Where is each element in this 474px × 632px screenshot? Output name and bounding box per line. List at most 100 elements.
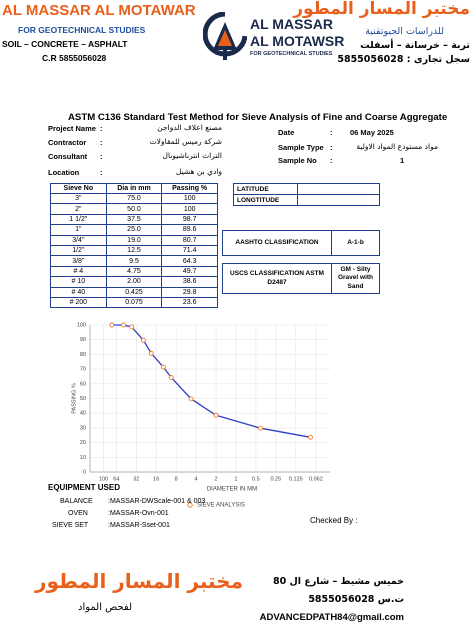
lab-subtitle-ar: للدراسات الجيوتقنية [365,26,444,37]
data-point [121,322,126,328]
info-value: مواد مستودع المواد الاولية [356,142,438,151]
lab-name: AL MASSAR AL MOTAWAR [2,2,196,19]
footer-title: مختبر المسار المطور [35,569,243,593]
info-value: 06 May 2025 [350,128,394,137]
table-cell: 100 [161,192,218,205]
logo-tagline: FOR GEOTECHNICAL STUDIES [250,51,333,57]
lab-subtitle: FOR GEOTECHNICAL STUDIES [18,25,146,35]
info-colon: : [100,138,103,147]
footer-email: ADVANCEDPATH84@gmail.com [259,612,404,623]
y-tick-label: 20 [80,440,86,446]
table-header-row: Sieve No Dia in mm Passing % [50,183,218,194]
table-row: # 10 2.00 38.6 [50,276,218,288]
x-tick-label: 0.25 [270,476,281,482]
equipment-value: :MASSAR-Sset-001 [108,522,170,529]
info-value: 1 [400,156,405,165]
table-cell: 3/8" [50,255,107,267]
x-tick-label: 100 [99,476,108,482]
table-row: 3" 75.0 100 [50,192,218,205]
x-tick-label: 0.062 [309,476,323,482]
info-value: مصنع اعلاف الدواجن [157,123,222,132]
info-colon: : [100,152,103,161]
data-point [148,350,154,356]
location-label: LATITUDE [233,183,298,195]
footer-address: خميس مشيط – شارع ال 80 [272,576,404,587]
x-tick-label: 16 [153,476,159,482]
equipment-label: OVEN [68,510,88,517]
table-cell: # 10 [50,276,107,288]
info-label: Project Name [48,124,96,133]
table-cell: 98.7 [161,213,218,226]
data-point [168,375,174,380]
info-label: Consultant [48,152,88,161]
location-label: LONGTITUDE [233,194,298,206]
x-tick-label: 4 [195,476,198,482]
info-colon: : [100,168,103,177]
column-header: Dia in mm [105,183,163,194]
chart: 0 10 20 30 40 50 60 70 80 90 100 100 64 32 16 8 4 2 1 0.5 0.… [71,322,330,509]
table-cell: 19.0 [105,234,163,246]
data-point [307,434,313,440]
y-tick-label: 10 [80,455,86,461]
table-cell: 23.6 [161,296,218,309]
info-value: وادي بن هشيل [175,167,222,176]
classification-label: AASHTO CLASSIFICATION [222,230,332,256]
y-tick-label: 0 [83,469,86,475]
legend-marker [187,502,193,508]
column-header: Sieve No [50,183,107,194]
equipment-value: :MASSAR-Ovn-001 [108,510,169,517]
lab-cr: C.R 5855056028 [42,53,107,63]
table-cell: # 40 [50,286,107,298]
info-colon: : [330,156,333,165]
table-cell: 38.6 [161,276,218,288]
lab-materials: SOIL – CONCRETE – ASPHALT [2,39,128,49]
table-row: # 40 0.425 29.8 [50,286,218,298]
classification-table: USCS CLASSIFICATION ASTM D2487 GM - Silty… [222,263,380,294]
sieve-table: Sieve No Dia in mm Passing % 3" 75.0 100 2" 50.… [50,183,218,309]
table-row: # 4 4.75 49.7 [50,265,218,278]
checked-by: Checked By : [310,516,358,525]
info-colon: : [100,124,103,133]
table-cell: 75.0 [105,192,163,205]
table-cell: 3/4" [50,234,107,246]
y-tick-label: 50 [80,396,86,402]
table-cell: 9.5 [105,255,163,267]
table-cell: 29.8 [161,286,218,298]
table-cell: 3" [50,192,107,205]
x-tick-label: 32 [133,476,139,482]
classification-value: A-1-b [331,230,380,256]
table-row: 3/8" 9.5 64.3 [50,255,218,267]
table-row: # 200 0.075 23.6 [50,296,218,309]
table-cell: # 4 [50,265,107,278]
data-point [109,322,115,328]
table-cell: 4.75 [105,265,163,278]
info-label: Sample No [278,156,317,165]
location-value [297,183,380,195]
logo-line: AL MOTAWSR [250,33,345,49]
y-axis-label: PASSING % [71,383,77,414]
table-cell: 2.00 [105,276,163,288]
y-tick-label: 30 [80,425,86,431]
data-point [213,412,219,418]
info-label: Date [278,128,295,137]
x-tick-label: 64 [113,476,119,482]
lab-cr-ar: سجل تجارى : 5855056028 [337,54,470,65]
table-cell: 12.5 [105,244,163,257]
y-tick-label: 80 [80,352,86,358]
legend-label: SIEVE ANALYSIS [197,503,245,509]
table-cell: 50.0 [105,203,163,215]
lab-name-ar: مختبر المسار المطور [293,0,470,19]
table-cell: 64.3 [161,255,218,267]
footer-subtitle: لفحص المواد [78,602,132,613]
table-cell: 0.075 [105,296,163,309]
x-tick-label: 1 [234,476,237,482]
data-point [160,364,166,370]
location-row: LONGTITUDE [233,194,380,206]
location-table: LATITUDE LONGTITUDE [233,183,380,206]
equipment-label: BALANCE [60,498,93,505]
y-tick-label: 40 [80,411,86,417]
info-label: Contractor [48,138,87,147]
table-cell: 1/2" [50,244,107,257]
info-value: شركة رميس للمقاولات [149,137,222,146]
table-row: 1/2" 12.5 71.4 [50,244,218,257]
